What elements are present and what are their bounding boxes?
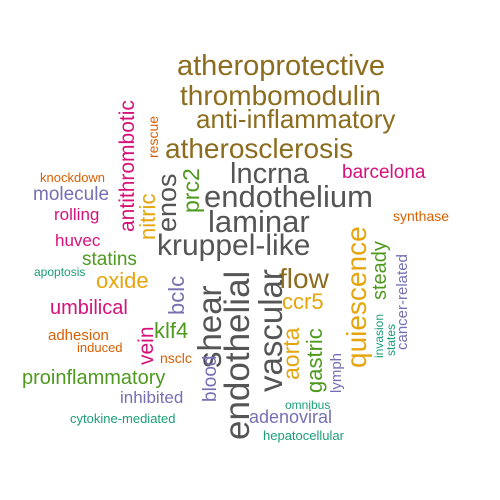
word-klf4: klf4 (154, 318, 189, 343)
word-adhesion: adhesion (48, 327, 109, 344)
word-lncrna: lncrna (230, 158, 309, 190)
word-induced: induced (77, 340, 123, 355)
word-endothelium: endothelium (204, 179, 373, 214)
word-hepatocellular: hepatocellular (263, 428, 344, 443)
word-huvec: huvec (55, 231, 101, 250)
word-nitric: nitric (135, 193, 160, 240)
word-kruppel-like: kruppel-like (157, 229, 311, 262)
word-rescue: rescue (145, 115, 161, 158)
word-barcelona: barcelona (342, 162, 426, 183)
word-endothelial: endothelial (218, 270, 257, 440)
word-knockdown: knockdown (40, 170, 106, 185)
word-umbilical: umbilical (50, 297, 128, 319)
word-rolling: rolling (54, 205, 100, 224)
word-laminar: laminar (208, 204, 310, 239)
word-adenoviral: adenoviral (249, 407, 333, 427)
word-atheroprotective: atheroprotective (177, 50, 385, 82)
word-ccr5: ccr5 (282, 289, 324, 314)
word-cytokine-mediated: cytokine-mediated (70, 411, 176, 426)
word-atherosclerosis: atherosclerosis (165, 133, 354, 164)
word-oxide: oxide (96, 268, 149, 293)
word-gastric: gastric (302, 328, 327, 393)
word-statins: statins (82, 249, 137, 270)
word-synthase: synthase (393, 208, 450, 224)
word-quiescence: quiescence (341, 226, 372, 368)
word-proinflammatory: proinflammatory (22, 367, 166, 389)
word-aorta: aorta (278, 327, 304, 380)
word-molecule: molecule (33, 184, 110, 205)
word-nsclc: nsclc (160, 350, 192, 366)
word-apoptosis: apoptosis (34, 265, 86, 279)
word-cancer-related: cancer-related (394, 254, 411, 350)
word-thrombomodulin: thrombomodulin (180, 80, 381, 111)
word-omnibus: omnibus (285, 398, 331, 412)
word-flow: flow (279, 263, 329, 294)
word-vein: vein (135, 326, 158, 365)
word-bclc: bclc (164, 275, 189, 315)
word-inhibited: inhibited (120, 388, 184, 407)
word-blood: blood (200, 355, 221, 403)
word-prc2: prc2 (178, 168, 204, 213)
word-steady: steady (369, 241, 391, 300)
word-anti-inflammatory: anti-inflammatory (196, 104, 396, 134)
